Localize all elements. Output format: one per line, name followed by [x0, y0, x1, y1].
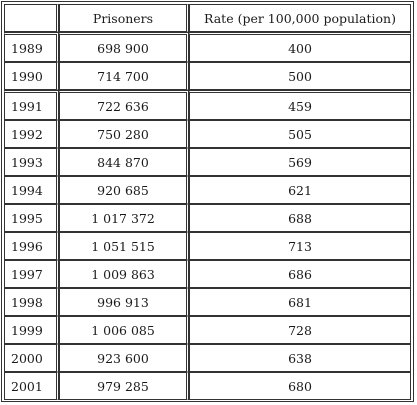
rate-cell: 621 [189, 176, 411, 204]
year-cell: 1992 [4, 120, 59, 148]
year-cell: 2000 [4, 344, 59, 372]
prisoners-cell: 1 051 515 [59, 232, 189, 260]
year-cell: 2001 [4, 372, 59, 400]
prisoners-cell: 979 285 [59, 372, 189, 400]
prisoners-cell: 920 685 [59, 176, 189, 204]
year-cell: 1989 [4, 32, 59, 62]
prisoners-cell: 1 017 372 [59, 204, 189, 232]
table-row: 1998 996 913 681 [4, 288, 411, 316]
year-cell: 1991 [4, 90, 59, 120]
table-row: 1992 750 280 505 [4, 120, 411, 148]
table-row: 2000 923 600 638 [4, 344, 411, 372]
table-row: 2001 979 285 680 [4, 372, 411, 400]
rate-cell: 500 [189, 62, 411, 90]
rate-cell: 688 [189, 204, 411, 232]
rate-cell: 505 [189, 120, 411, 148]
rate-cell: 569 [189, 148, 411, 176]
table-row: 1991 722 636 459 [4, 90, 411, 120]
table-row: 1996 1 051 515 713 [4, 232, 411, 260]
table-row: 1997 1 009 863 686 [4, 260, 411, 288]
header-prisoners: Prisoners [59, 4, 189, 32]
table-row: 1994 920 685 621 [4, 176, 411, 204]
prisoners-cell: 844 870 [59, 148, 189, 176]
rate-cell: 638 [189, 344, 411, 372]
prisoners-cell: 923 600 [59, 344, 189, 372]
year-cell: 1994 [4, 176, 59, 204]
table-row: 1993 844 870 569 [4, 148, 411, 176]
header-rate: Rate (per 100,000 population) [189, 4, 411, 32]
prisoners-table: Prisoners Rate (per 100,000 population) … [4, 4, 411, 400]
year-cell: 1998 [4, 288, 59, 316]
prisoners-cell: 750 280 [59, 120, 189, 148]
header-year [4, 4, 59, 32]
table-row: 1989 698 900 400 [4, 32, 411, 62]
prisoners-cell: 698 900 [59, 32, 189, 62]
year-cell: 1990 [4, 62, 59, 90]
rate-cell: 686 [189, 260, 411, 288]
year-cell: 1993 [4, 148, 59, 176]
prisoners-cell: 722 636 [59, 90, 189, 120]
rate-cell: 459 [189, 90, 411, 120]
prisoners-cell: 1 009 863 [59, 260, 189, 288]
table-row: 1999 1 006 085 728 [4, 316, 411, 344]
prisoners-cell: 714 700 [59, 62, 189, 90]
table-row: 1995 1 017 372 688 [4, 204, 411, 232]
prisoners-cell: 996 913 [59, 288, 189, 316]
year-cell: 1999 [4, 316, 59, 344]
rate-cell: 680 [189, 372, 411, 400]
rate-cell: 400 [189, 32, 411, 62]
table-row: 1990 714 700 500 [4, 62, 411, 90]
year-cell: 1995 [4, 204, 59, 232]
rate-cell: 713 [189, 232, 411, 260]
rate-cell: 681 [189, 288, 411, 316]
prisoners-cell: 1 006 085 [59, 316, 189, 344]
rate-cell: 728 [189, 316, 411, 344]
year-cell: 1997 [4, 260, 59, 288]
year-cell: 1996 [4, 232, 59, 260]
header-row: Prisoners Rate (per 100,000 population) [4, 4, 411, 32]
